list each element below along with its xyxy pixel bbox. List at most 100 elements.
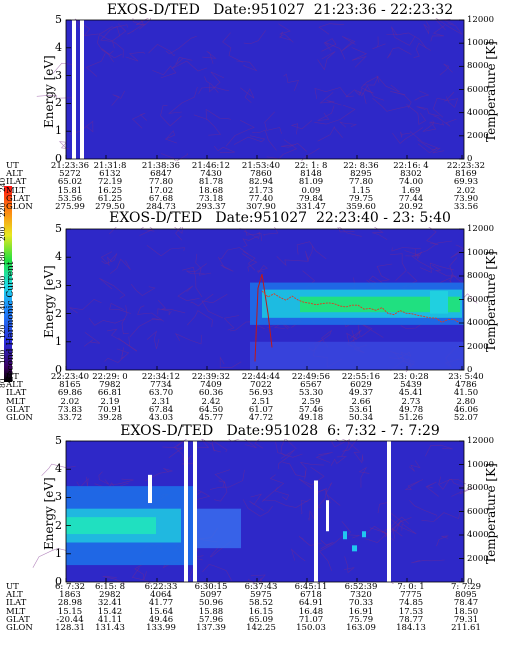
noise-contour — [321, 329, 333, 348]
y-tick-label: 0 — [55, 363, 62, 376]
table-cell: 77.80 — [148, 177, 174, 188]
y2-tick-label: 0 — [467, 154, 473, 164]
table-cell: 50.34 — [348, 413, 374, 423]
table-cell: 2.02 — [60, 396, 80, 407]
noise-contour — [335, 439, 360, 452]
table-cell: 7982 — [99, 380, 121, 391]
table-cell: 7: 0: 1 — [397, 582, 425, 592]
table-cell: 49.18 — [298, 413, 324, 423]
noise-contour — [126, 20, 144, 35]
noise-contour — [181, 455, 196, 465]
table-row-label: UT — [6, 582, 19, 592]
noise-contour — [130, 283, 156, 296]
y2-tick-label: 0 — [467, 577, 473, 587]
data-gap — [314, 480, 318, 582]
table-cell: 28.98 — [57, 598, 83, 609]
noise-contour — [256, 264, 268, 274]
noise-contour — [214, 480, 228, 502]
data-gap — [184, 441, 188, 582]
noise-contour — [209, 71, 225, 93]
table-cell: 72.19 — [97, 177, 123, 188]
table-cell: 6:45:11 — [294, 582, 328, 592]
noise-contour — [118, 336, 138, 352]
table-cell: 60.36 — [198, 388, 224, 399]
table-cell: 70.91 — [97, 404, 123, 415]
table-cell: 1.69 — [401, 185, 421, 196]
table-cell: 18.50 — [453, 606, 479, 617]
noise-contour — [69, 120, 94, 135]
noise-contour — [387, 47, 412, 59]
table-cell: 5975 — [250, 590, 272, 601]
y-tick-label: 1 — [55, 546, 62, 560]
noise-contour — [290, 120, 313, 135]
noise-contour — [438, 476, 464, 488]
noise-contour — [450, 244, 464, 259]
table-cell: 6:30:15 — [194, 582, 228, 592]
noise-contour — [344, 556, 355, 574]
table-row-label: GLAT — [6, 614, 30, 625]
table-cell: 41.77 — [148, 598, 174, 609]
noise-contour — [432, 91, 455, 118]
noise-contour — [438, 479, 467, 490]
table-cell: 64.50 — [198, 404, 224, 415]
noise-contour — [283, 73, 299, 92]
y-tick-label: 5 — [55, 13, 62, 26]
table-row-label: GLON — [6, 413, 33, 423]
table-cell: 137.39 — [196, 623, 226, 633]
y2-tick-label: 6000 — [467, 294, 489, 305]
noise-contour — [164, 130, 178, 144]
noise-contour — [339, 121, 357, 128]
y2-tick-label: 6000 — [467, 84, 489, 95]
table-cell: 81.78 — [198, 177, 224, 188]
table-cell: 77.40 — [248, 193, 274, 204]
noise-contour — [262, 227, 279, 236]
colorbar — [4, 186, 12, 382]
noise-contour — [120, 347, 124, 360]
noise-contour — [134, 563, 147, 580]
table-cell: 8095 — [455, 590, 477, 601]
table-cell: 22:23:32 — [446, 161, 486, 171]
table-cell: 65.02 — [57, 177, 83, 188]
noise-contour — [101, 48, 114, 63]
table-cell: 163.09 — [346, 623, 376, 633]
noise-contour — [330, 456, 347, 466]
noise-contour — [337, 227, 362, 237]
noise-contour — [341, 521, 360, 539]
noise-contour — [225, 119, 255, 147]
noise-contour — [282, 462, 306, 478]
noise-contour — [413, 42, 431, 58]
table-cell: 21.73 — [248, 185, 274, 196]
y2-axis-label: Temperature [K] — [484, 462, 498, 564]
noise-contour — [298, 467, 325, 489]
noise-contour — [109, 302, 131, 314]
table-cell: 6132 — [99, 169, 121, 180]
table-cell: 22: 1: 8 — [294, 161, 328, 171]
table-cell: 22:44:44 — [241, 372, 281, 382]
table-cell: 45.77 — [198, 413, 224, 423]
noise-contour — [190, 293, 214, 307]
noise-contour — [219, 247, 249, 260]
table-row-label: MLT — [6, 396, 26, 407]
y-axis-label: Energy [eV] — [42, 264, 56, 338]
noise-contour — [240, 87, 255, 103]
table-cell: 331.47 — [296, 202, 326, 212]
table-cell: 39.28 — [97, 413, 123, 423]
noise-contour — [157, 308, 172, 316]
noise-contour — [98, 471, 110, 485]
y-tick-label: 5 — [55, 434, 62, 447]
table-cell: 22:23:40 — [50, 372, 90, 382]
table-cell: 41.50 — [453, 388, 479, 399]
noise-contour — [376, 263, 393, 282]
noise-contour — [439, 63, 453, 76]
noise-contour — [88, 318, 126, 326]
table-cell: 16.48 — [298, 606, 324, 617]
table-cell: 53.56 — [57, 193, 83, 204]
table-cell: 64.91 — [298, 598, 324, 609]
data-gap — [80, 20, 84, 159]
table-cell: 6:22:33 — [144, 582, 178, 592]
table-cell: 6567 — [300, 380, 322, 391]
table-cell: 81.09 — [298, 177, 324, 188]
noise-contour — [319, 535, 344, 571]
noise-contour — [211, 439, 228, 453]
noise-contour — [351, 47, 368, 68]
